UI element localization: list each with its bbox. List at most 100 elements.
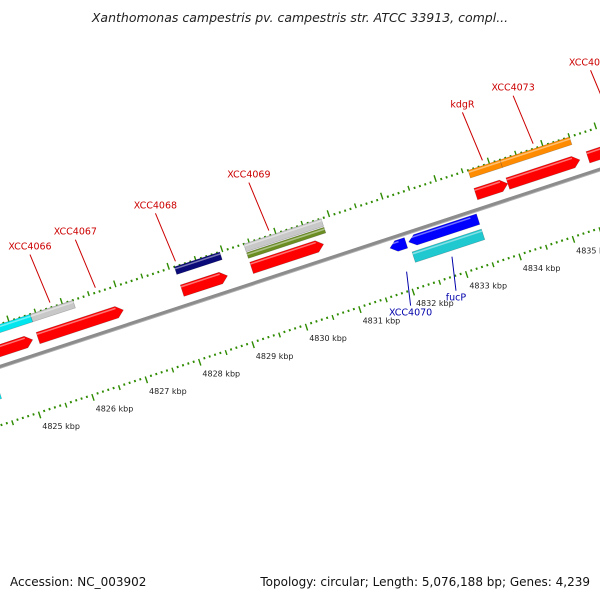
minor-tick xyxy=(119,283,123,286)
minor-tick xyxy=(416,286,420,290)
gene-label-XCC4068[interactable]: XCC4068 xyxy=(134,200,177,211)
outer-feature-bar[interactable] xyxy=(173,251,223,275)
tick-label: 4828 kbp xyxy=(202,369,240,378)
minor-tick xyxy=(226,247,229,251)
minor-tick xyxy=(181,363,185,367)
plus-strand-cds[interactable] xyxy=(179,271,228,297)
minor-tick xyxy=(386,195,390,198)
minor-tick xyxy=(584,130,587,134)
plus-strand-cds[interactable] xyxy=(0,335,34,359)
minor-tick xyxy=(224,349,228,356)
major-tick xyxy=(6,315,10,323)
minor-tick xyxy=(315,320,318,323)
gene-label-XCC4069[interactable]: XCC4069 xyxy=(227,170,270,181)
tick-label: 4827 kbp xyxy=(149,387,187,396)
minor-tick xyxy=(438,279,442,285)
map-title: Xanthomonas campestris pv. campestris st… xyxy=(91,10,509,25)
outer-feature-bar-highlight xyxy=(174,253,221,270)
minor-tick xyxy=(140,273,144,279)
outer-feature-bar[interactable] xyxy=(29,299,76,323)
tick-label: 4826 kbp xyxy=(96,404,134,413)
minor-tick xyxy=(352,307,356,311)
genome-summary: Topology: circular; Length: 5,076,188 bp… xyxy=(260,575,590,589)
minor-tick xyxy=(454,274,457,278)
minor-tick xyxy=(75,399,78,402)
gene-label-XCC4070[interactable]: XCC4070 xyxy=(389,308,432,319)
outer-feature-bar[interactable] xyxy=(243,218,324,253)
major-tick xyxy=(113,280,117,288)
minor-tick xyxy=(245,342,249,346)
minor-tick xyxy=(64,402,68,408)
major-tick xyxy=(37,411,42,419)
minor-tick xyxy=(432,281,436,285)
gene-label-XCC4067[interactable]: XCC4067 xyxy=(54,227,97,238)
minor-tick xyxy=(187,362,190,365)
minor-tick xyxy=(309,321,313,325)
major-tick xyxy=(304,323,309,331)
gene-label-fucP[interactable]: fucP xyxy=(446,293,467,304)
minus-strand-cds[interactable] xyxy=(389,237,409,252)
gene-label-XCC4074[interactable]: XCC4074 xyxy=(569,57,600,68)
minus-strand-cds-highlight xyxy=(388,240,399,246)
minus-outer-feature-bar[interactable] xyxy=(0,388,2,434)
outer-feature-bar-highlight xyxy=(244,219,323,247)
plus-strand-cds-highlight xyxy=(180,273,220,288)
minor-tick xyxy=(325,316,329,320)
major-tick xyxy=(464,270,469,279)
minor-tick xyxy=(359,204,363,207)
plus-strand-cds[interactable] xyxy=(35,306,124,345)
minor-tick xyxy=(397,191,400,195)
minor-tick xyxy=(470,269,473,272)
major-tick xyxy=(197,358,202,366)
minor-tick xyxy=(448,276,452,279)
outer-feature-bar[interactable] xyxy=(499,136,573,168)
minor-tick xyxy=(545,244,548,250)
minor-tick xyxy=(272,334,275,337)
minor-tick xyxy=(160,370,163,374)
minor-tick xyxy=(11,420,15,426)
backbone-shadow xyxy=(0,169,600,369)
minor-tick xyxy=(288,328,291,332)
outer-feature-bar-highlight xyxy=(0,315,32,328)
outer-feature-bar-highlight xyxy=(500,138,571,163)
plus-strand-cds[interactable] xyxy=(249,240,325,274)
minor-tick xyxy=(491,262,495,268)
plus-strand-cds[interactable] xyxy=(585,138,600,164)
minor-tick xyxy=(0,423,3,427)
minus-strand-cds[interactable] xyxy=(408,213,481,246)
outer-feature-bar[interactable] xyxy=(246,226,327,259)
minor-tick xyxy=(460,168,464,174)
minor-tick xyxy=(363,304,366,307)
minor-tick xyxy=(176,365,179,369)
plus-strand-cds[interactable] xyxy=(505,156,581,190)
minor-tick xyxy=(475,267,478,271)
minor-tick xyxy=(133,379,137,383)
minor-tick xyxy=(375,198,379,202)
minor-tick xyxy=(406,290,409,293)
plus-strand-cds[interactable] xyxy=(473,179,509,201)
minor-tick xyxy=(573,133,576,137)
gene-label-leader xyxy=(451,256,457,291)
major-tick xyxy=(433,175,437,183)
feature-tracks[interactable] xyxy=(0,136,600,434)
minor-tick xyxy=(418,184,422,188)
minor-tick xyxy=(103,288,107,291)
major-tick xyxy=(273,227,277,235)
minor-tick xyxy=(336,313,340,316)
plus-strand-cds-highlight xyxy=(250,241,316,265)
minor-tick xyxy=(407,185,411,191)
gene-label-XCC4066[interactable]: XCC4066 xyxy=(8,242,51,253)
minor-tick xyxy=(58,404,62,407)
minus-outer-feature-bar[interactable] xyxy=(411,228,486,263)
minor-tick xyxy=(125,281,128,284)
minor-tick xyxy=(384,297,388,303)
major-tick xyxy=(91,393,95,401)
gene-label-kdgR[interactable]: kdgR xyxy=(450,99,475,110)
minor-tick xyxy=(373,300,377,304)
minor-tick xyxy=(109,286,112,290)
gene-label-XCC4073[interactable]: XCC4073 xyxy=(492,83,535,94)
minor-tick xyxy=(86,291,90,297)
major-tick xyxy=(380,192,384,200)
